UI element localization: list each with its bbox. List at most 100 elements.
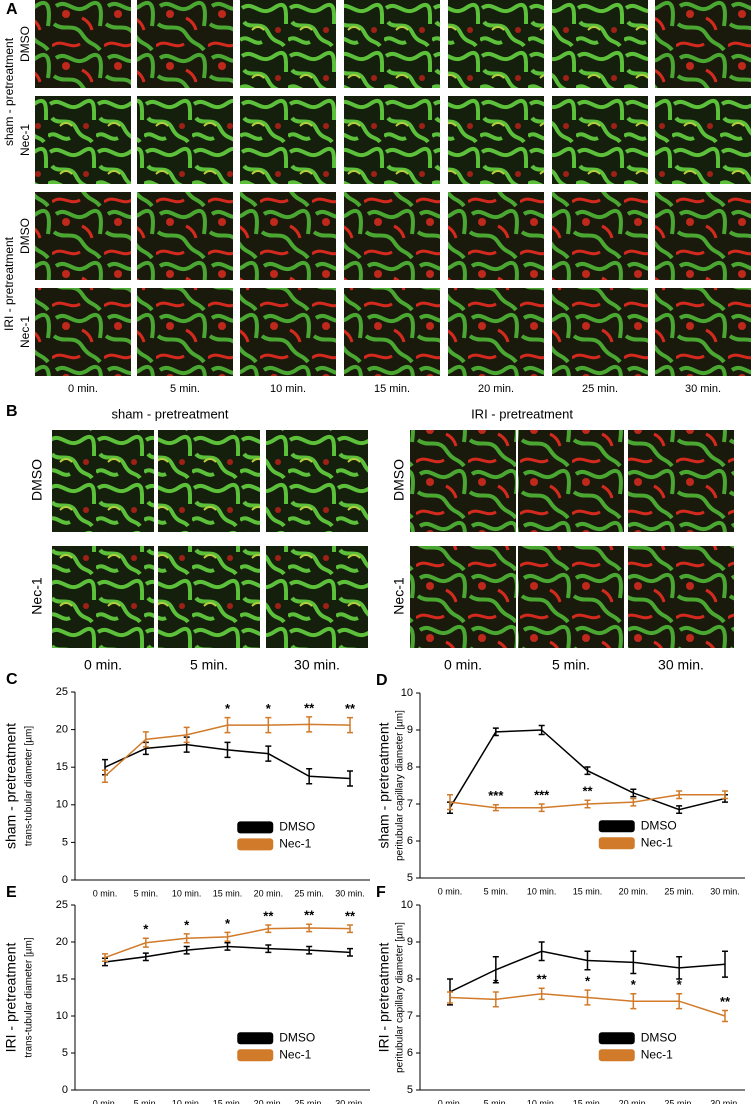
- error-bar: [492, 727, 499, 737]
- x-tick-label: 5 min.: [484, 1098, 509, 1104]
- micrograph: [552, 96, 648, 184]
- y-tick-label: 0: [62, 1084, 68, 1096]
- legend-label: DMSO: [641, 1030, 677, 1044]
- x-tick-label: 0 min.: [438, 886, 463, 896]
- time-label: 30 min.: [294, 657, 340, 673]
- significance: **: [304, 700, 315, 715]
- micrograph: [655, 288, 751, 376]
- row-label: Nec-1: [391, 577, 407, 615]
- y-tick-label: 5: [407, 1084, 413, 1096]
- micrograph: [52, 546, 154, 648]
- y-tick-label: 0: [62, 874, 68, 886]
- significance: **: [263, 908, 274, 923]
- error-bar: [265, 716, 272, 734]
- legend-swatch: [598, 820, 635, 833]
- micrograph: [266, 546, 368, 648]
- x-tick-label: 5 min.: [134, 1098, 159, 1104]
- micrograph: [344, 96, 440, 184]
- y-tick-label: 5: [62, 1047, 68, 1059]
- legend-swatch: [237, 1049, 274, 1062]
- error-bar: [306, 923, 313, 933]
- x-tick-label: 25 min.: [664, 1098, 694, 1104]
- significance: **: [345, 908, 356, 923]
- significance: **: [582, 784, 593, 799]
- legend-label: Nec-1: [641, 835, 673, 849]
- time-label: 25 min.: [582, 383, 618, 395]
- y-tick-label: 10: [56, 799, 68, 811]
- micrograph: [448, 96, 544, 184]
- significance: **: [345, 701, 356, 716]
- time-label: 5 min.: [190, 657, 228, 673]
- x-tick-label: 0 min.: [438, 1098, 463, 1104]
- error-bar: [142, 731, 149, 748]
- row-label: DMSO: [29, 459, 45, 501]
- x-tick-label: 0 min.: [93, 1098, 118, 1104]
- micrograph: [552, 0, 648, 88]
- error-bar: [224, 931, 231, 943]
- micrograph: [35, 0, 131, 88]
- micrograph: [655, 96, 751, 184]
- legend-label: DMSO: [641, 818, 677, 832]
- legend-label: Nec-1: [279, 837, 311, 851]
- significance: *: [493, 975, 499, 990]
- legend-swatch: [237, 821, 274, 834]
- error-bar: [142, 937, 149, 948]
- x-tick-label: 25 min.: [664, 886, 694, 896]
- micrograph: [137, 288, 233, 376]
- legend-label: Nec-1: [279, 1047, 311, 1061]
- y-tick-label: 6: [407, 835, 413, 847]
- error-bar: [538, 724, 545, 736]
- y-tick-label: 9: [407, 936, 413, 948]
- error-bar: [538, 941, 545, 962]
- group-label: sham - pretreatment: [376, 722, 392, 848]
- error-bar: [183, 726, 190, 744]
- error-bar: [630, 993, 637, 1010]
- x-tick-label: 0 min.: [93, 888, 118, 898]
- group-label: sham - pretreatment: [2, 37, 16, 146]
- error-bar: [102, 769, 108, 783]
- x-tick-label: 20 min.: [254, 888, 284, 898]
- x-tick-label: 20 min.: [254, 1098, 284, 1104]
- x-tick-label: 30 min.: [335, 1098, 365, 1104]
- y-tick-label: 8: [407, 973, 413, 985]
- y-tick-label: 25: [56, 899, 68, 911]
- error-bar: [347, 924, 353, 934]
- micrograph: [410, 430, 516, 532]
- y-tick-label: 5: [62, 836, 68, 848]
- group-title: sham - pretreatment: [111, 406, 228, 421]
- panel-label: A: [6, 1, 18, 18]
- significance: **: [720, 994, 731, 1009]
- significance: *: [143, 922, 149, 937]
- y-tick-label: 25: [56, 686, 68, 698]
- x-tick-label: 15 min.: [573, 886, 603, 896]
- error-bar: [584, 799, 591, 809]
- error-bar: [630, 797, 637, 807]
- y-tick-label: 10: [56, 1010, 68, 1022]
- micrograph: [240, 192, 336, 280]
- group-label: IRI - pretreatment: [3, 943, 19, 1053]
- time-label: 20 min.: [478, 383, 514, 395]
- significance: **: [537, 972, 548, 987]
- group-label: sham - pretreatment: [3, 723, 19, 849]
- error-bar: [676, 956, 683, 980]
- micrograph: [448, 192, 544, 280]
- micrograph: [52, 430, 154, 532]
- x-tick-label: 15 min.: [573, 1098, 603, 1104]
- error-bar: [183, 933, 190, 944]
- x-tick-label: 30 min.: [710, 1098, 740, 1104]
- micrograph: [240, 96, 336, 184]
- micrograph: [628, 430, 734, 532]
- error-bar: [347, 770, 353, 787]
- y-tick-label: 7: [407, 798, 413, 810]
- error-bar: [492, 803, 499, 812]
- y-tick-label: 20: [56, 724, 68, 736]
- error-bar: [584, 989, 591, 1006]
- micrograph: [628, 546, 734, 648]
- micrograph: [35, 96, 131, 184]
- time-label: 5 min.: [170, 383, 200, 395]
- micrograph: [35, 192, 131, 280]
- time-label: 10 min.: [270, 383, 306, 395]
- error-bar: [265, 924, 272, 934]
- micrograph: [518, 430, 624, 532]
